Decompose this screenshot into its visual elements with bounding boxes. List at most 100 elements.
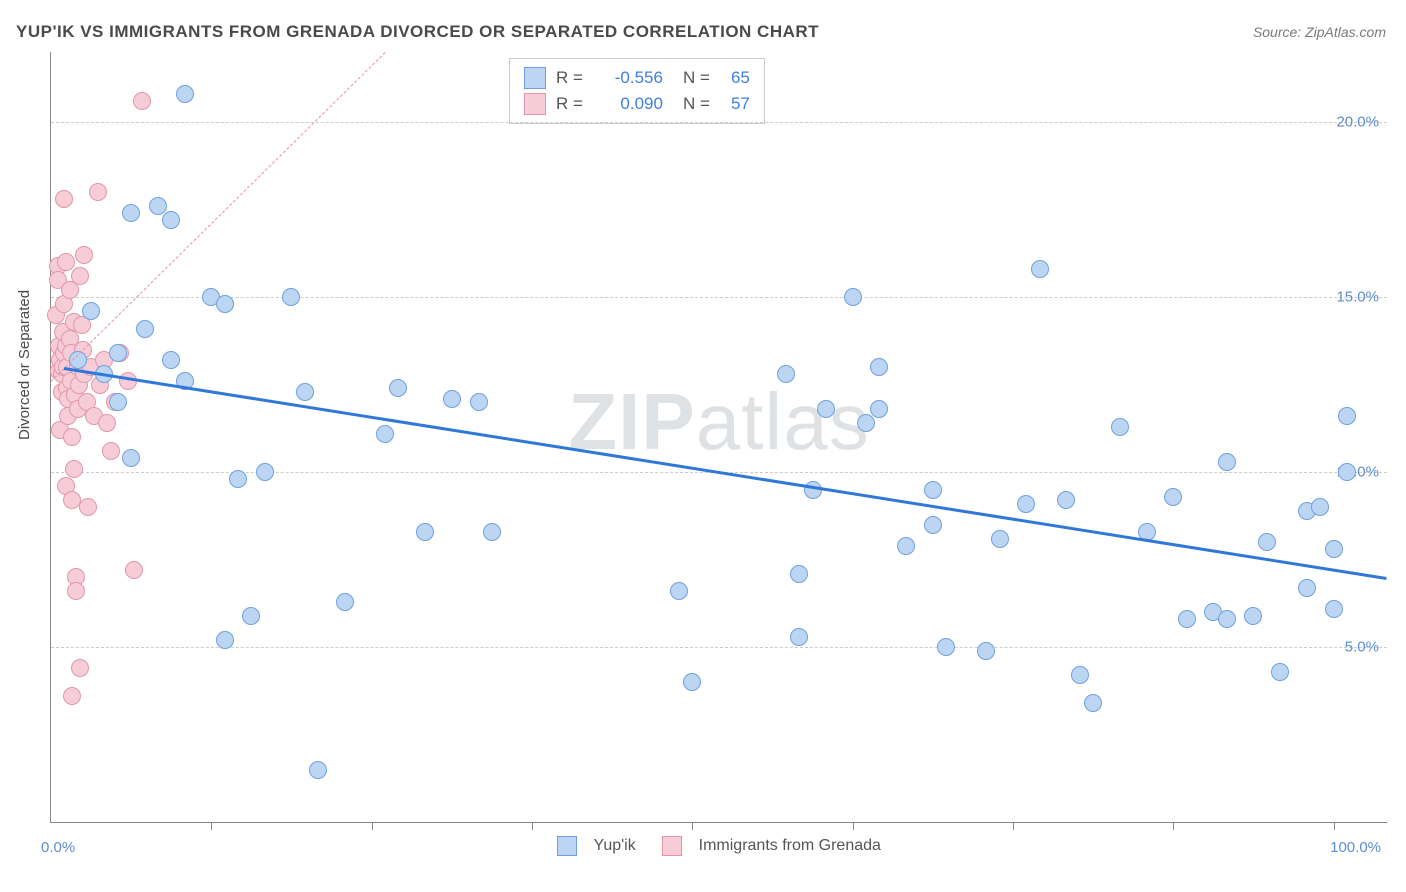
swatch-grenada-icon [662, 836, 682, 856]
x-tick [532, 822, 533, 830]
data-point [71, 267, 89, 285]
data-point [870, 400, 888, 418]
data-point [897, 537, 915, 555]
data-point [991, 530, 1009, 548]
data-point [216, 295, 234, 313]
data-point [443, 390, 461, 408]
data-point [1164, 488, 1182, 506]
y-axis-label: Divorced or Separated [16, 290, 33, 440]
data-point [133, 92, 151, 110]
legend-series: Yup'ik Immigrants from Grenada [51, 836, 1387, 856]
data-point [109, 393, 127, 411]
data-point [55, 190, 73, 208]
data-point [162, 211, 180, 229]
data-point [1084, 694, 1102, 712]
data-point [790, 565, 808, 583]
swatch-yupik [524, 67, 546, 89]
data-point [924, 481, 942, 499]
data-point [71, 659, 89, 677]
x-tick [211, 822, 212, 830]
data-point [89, 183, 107, 201]
data-point [122, 204, 140, 222]
x-tick-0: 0.0% [41, 839, 75, 856]
data-point [75, 246, 93, 264]
data-point [63, 428, 81, 446]
data-point [67, 582, 85, 600]
data-point [1017, 495, 1035, 513]
data-point [1031, 260, 1049, 278]
data-point [149, 197, 167, 215]
data-point [670, 582, 688, 600]
y-tick-label: 20.0% [1336, 114, 1379, 131]
data-point [376, 425, 394, 443]
data-point [1111, 418, 1129, 436]
data-point [1338, 407, 1356, 425]
data-point [790, 628, 808, 646]
data-point [1218, 453, 1236, 471]
trend-line [51, 52, 386, 382]
data-point [817, 400, 835, 418]
data-point [63, 687, 81, 705]
data-point [1244, 607, 1262, 625]
data-point [1338, 463, 1356, 481]
gridline [51, 122, 1387, 123]
data-point [389, 379, 407, 397]
x-tick [853, 822, 854, 830]
data-point [102, 442, 120, 460]
data-point [1178, 610, 1196, 628]
data-point [176, 85, 194, 103]
data-point [844, 288, 862, 306]
data-point [125, 561, 143, 579]
data-point [416, 523, 434, 541]
y-tick-label: 5.0% [1345, 639, 1379, 656]
data-point [65, 460, 83, 478]
x-tick [1013, 822, 1014, 830]
legend-label-a: Yup'ik [594, 837, 636, 854]
data-point [309, 761, 327, 779]
legend-row-b: R =0.090 N =57 [524, 91, 750, 117]
data-point [229, 470, 247, 488]
source-label: Source: ZipAtlas.com [1253, 24, 1386, 40]
data-point [1057, 491, 1075, 509]
gridline [51, 297, 1387, 298]
data-point [1298, 579, 1316, 597]
x-tick [692, 822, 693, 830]
x-tick [372, 822, 373, 830]
legend-label-b: Immigrants from Grenada [699, 837, 881, 854]
data-point [82, 302, 100, 320]
data-point [1218, 610, 1236, 628]
data-point [256, 463, 274, 481]
scatter-plot: ZIPatlas R =-0.556 N =65 R =0.090 N =57 … [50, 52, 1387, 823]
x-tick [1173, 822, 1174, 830]
data-point [1325, 540, 1343, 558]
data-point [937, 638, 955, 656]
data-point [857, 414, 875, 432]
swatch-grenada [524, 93, 546, 115]
data-point [683, 673, 701, 691]
data-point [242, 607, 260, 625]
chart-title: YUP'IK VS IMMIGRANTS FROM GRENADA DIVORC… [16, 22, 819, 42]
data-point [470, 393, 488, 411]
swatch-yupik-icon [557, 836, 577, 856]
data-point [109, 344, 127, 362]
data-point [870, 358, 888, 376]
data-point [1325, 600, 1343, 618]
data-point [122, 449, 140, 467]
data-point [483, 523, 501, 541]
data-point [57, 253, 75, 271]
data-point [977, 642, 995, 660]
data-point [1311, 498, 1329, 516]
data-point [98, 414, 116, 432]
y-tick-label: 15.0% [1336, 289, 1379, 306]
data-point [79, 498, 97, 516]
data-point [1258, 533, 1276, 551]
data-point [136, 320, 154, 338]
data-point [282, 288, 300, 306]
legend-stats: R =-0.556 N =65 R =0.090 N =57 [509, 58, 765, 124]
data-point [1071, 666, 1089, 684]
gridline [51, 647, 1387, 648]
data-point [777, 365, 795, 383]
x-tick [1334, 822, 1335, 830]
x-tick-100: 100.0% [1330, 839, 1381, 856]
data-point [924, 516, 942, 534]
